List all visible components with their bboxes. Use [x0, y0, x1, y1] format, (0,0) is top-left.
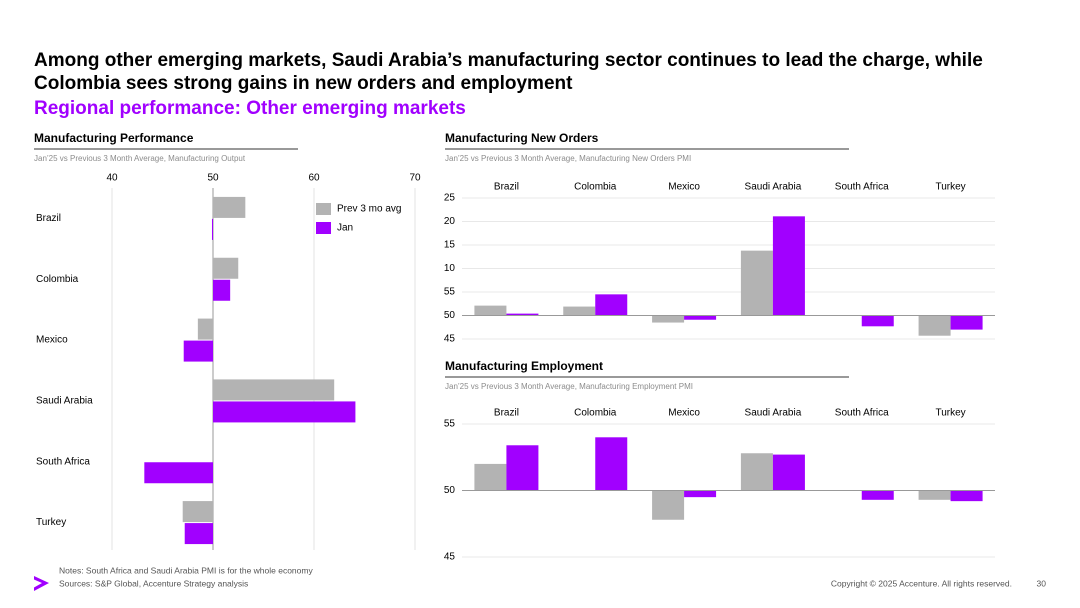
bar — [474, 463, 507, 491]
bar — [950, 490, 983, 502]
bar — [595, 294, 628, 316]
page-number: 30 — [1037, 578, 1047, 588]
category-label: Mexico — [36, 335, 68, 346]
legend-label: Jan — [337, 223, 353, 234]
bar — [918, 490, 951, 500]
bar — [213, 196, 246, 218]
bar — [684, 315, 717, 320]
chart-subtitle: Jan’25 vs Previous 3 Month Average, Manu… — [445, 382, 693, 391]
bar — [213, 279, 231, 301]
bar — [652, 315, 685, 323]
y-tick-label: 15 — [444, 240, 456, 251]
bar — [474, 305, 507, 316]
subtitle: Regional performance: Other emerging mar… — [34, 98, 466, 119]
bar — [182, 501, 213, 523]
category-label: Turkey — [36, 517, 66, 528]
bar — [213, 401, 356, 423]
legend-swatch — [316, 203, 331, 215]
bar — [684, 490, 717, 498]
legend-label: Prev 3 mo avg — [337, 204, 401, 215]
bar — [184, 523, 213, 545]
x-tick-label: 60 — [308, 173, 320, 184]
bar — [595, 437, 628, 491]
bar — [506, 313, 539, 316]
bar — [211, 218, 213, 240]
category-label: Brazil — [494, 182, 519, 193]
category-label: South Africa — [835, 408, 889, 419]
y-tick-label: 25 — [444, 193, 456, 204]
category-label: Colombia — [574, 182, 617, 193]
category-label: South Africa — [835, 182, 889, 193]
category-label: Turkey — [935, 408, 965, 419]
bar — [213, 379, 335, 401]
y-tick-label: 55 — [444, 419, 456, 430]
bar — [563, 306, 596, 316]
sources: Sources: S&P Global, Accenture Strategy … — [59, 578, 248, 588]
y-tick-label: 50 — [444, 310, 456, 321]
bar — [918, 315, 951, 336]
bar — [213, 257, 239, 279]
category-label: Colombia — [574, 408, 617, 419]
category-label: Saudi Arabia — [36, 396, 93, 407]
category-label: Brazil — [36, 213, 61, 224]
y-tick-label: 55 — [444, 287, 456, 298]
y-tick-label: 45 — [444, 334, 456, 345]
category-label: Brazil — [494, 408, 519, 419]
bar — [740, 453, 773, 491]
x-tick-label: 50 — [207, 173, 219, 184]
chart-title: Manufacturing Performance — [34, 131, 194, 145]
category-label: Saudi Arabia — [745, 182, 802, 193]
bar — [144, 462, 213, 484]
bar — [197, 318, 213, 340]
title-line: Among other emerging markets, Saudi Arab… — [34, 50, 983, 71]
copyright: Copyright © 2025 Accenture. All rights r… — [831, 578, 1012, 588]
bar — [950, 315, 983, 330]
bar — [861, 490, 894, 500]
category-label: Saudi Arabia — [745, 408, 802, 419]
y-tick-label: 10 — [444, 263, 456, 274]
bar — [772, 454, 805, 491]
bar — [740, 250, 773, 316]
y-tick-label: 20 — [444, 216, 456, 227]
x-tick-label: 40 — [106, 173, 118, 184]
category-label: Mexico — [668, 408, 700, 419]
title-line: Colombia sees strong gains in new orders… — [34, 73, 573, 94]
bar — [861, 315, 894, 327]
x-tick-label: 70 — [409, 173, 421, 184]
category-label: Colombia — [36, 274, 79, 285]
chart-subtitle: Jan’25 vs Previous 3 Month Average, Manu… — [34, 154, 246, 163]
category-label: Mexico — [668, 182, 700, 193]
bar — [652, 490, 685, 520]
chart-title: Manufacturing Employment — [445, 359, 603, 373]
bar — [506, 445, 539, 491]
category-label: Turkey — [935, 182, 965, 193]
chart-subtitle: Jan’25 vs Previous 3 Month Average, Manu… — [445, 154, 691, 163]
y-tick-label: 45 — [444, 552, 456, 563]
y-tick-label: 50 — [444, 485, 456, 496]
chart-title: Manufacturing New Orders — [445, 131, 599, 145]
logo — [34, 576, 49, 591]
bar — [183, 340, 213, 362]
notes: Notes: South Africa and Saudi Arabia PMI… — [59, 565, 313, 575]
bar — [772, 216, 805, 316]
category-label: South Africa — [36, 456, 90, 467]
legend-swatch — [316, 222, 331, 234]
